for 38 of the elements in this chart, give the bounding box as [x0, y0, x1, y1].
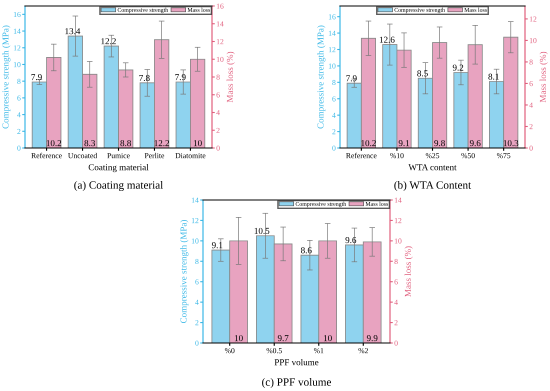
data-label: 9.2 [452, 64, 464, 71]
data-label: 12.2 [154, 140, 170, 146]
data-label: 10.2 [46, 140, 62, 146]
text: (a) Coating material [74, 180, 164, 192]
data-label: 10 [234, 335, 243, 342]
data-label: 10.3 [504, 140, 518, 146]
y-axis-title: Compressive strength (MPa) [317, 25, 326, 129]
data-label: 8.5 [417, 70, 428, 76]
data-label: 10.2 [361, 140, 376, 146]
data-label: 9.9 [366, 335, 378, 342]
y2-axis-title: Mass loss (%) [404, 246, 413, 297]
text: (c) PPF volume [262, 378, 331, 388]
data-label: 7.9 [31, 74, 42, 80]
data-label: 12.6 [380, 36, 395, 43]
data-label: 9.1 [398, 140, 410, 146]
data-label: 9.1 [212, 242, 222, 248]
data-label: 9.6 [470, 140, 481, 146]
data-label: 8.8 [120, 140, 131, 146]
data-label: 9.8 [434, 140, 445, 146]
data-label: 8.3 [84, 140, 96, 146]
x-axis-title: WTA content [408, 164, 457, 170]
y2-axis-title: Mass loss (%) [540, 52, 548, 102]
data-label: 8.1 [488, 74, 499, 80]
data-label: 12.2 [101, 38, 116, 44]
data-label: 9.7 [278, 335, 289, 342]
y-axis-title: Compressive strength (MPa) [2, 25, 10, 129]
y-axis-title: Compressive strength (MPa) [180, 220, 188, 324]
data-label: 8.6 [300, 247, 312, 254]
data-label: 7.9 [346, 75, 357, 82]
text: (b) WTA Content [394, 180, 472, 192]
x-axis-title: PPF volume [274, 358, 318, 366]
data-label: 10.5 [254, 228, 270, 234]
x-axis-title: Coating material [88, 164, 149, 172]
y2-axis-title: Mass loss (%) [226, 52, 235, 102]
data-label: 9.6 [345, 237, 356, 244]
data-label: 7.8 [139, 74, 150, 82]
data-label: 7.9 [175, 74, 186, 80]
data-label: 13.4 [65, 28, 80, 34]
